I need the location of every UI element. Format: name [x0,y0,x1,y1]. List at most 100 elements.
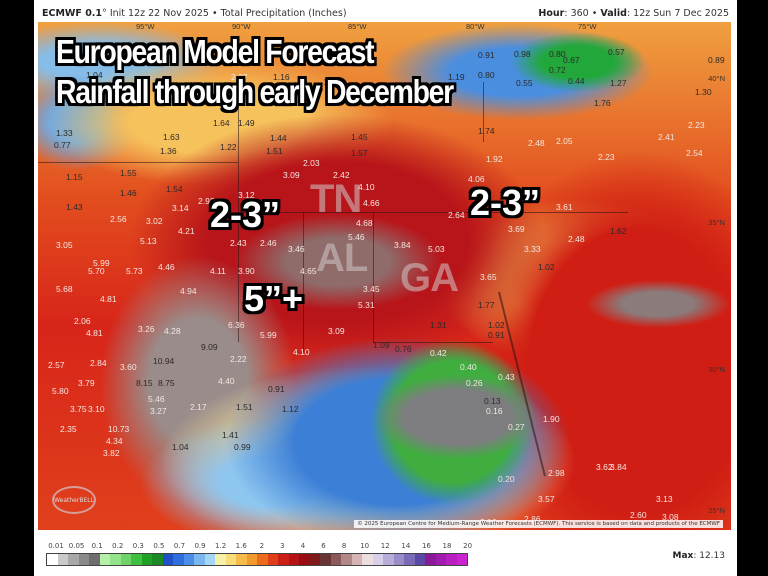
precip-value: 1.15 [66,172,83,182]
precip-value: 0.57 [608,47,625,57]
legend-swatch [267,554,278,565]
coastline [498,291,546,477]
precip-value: 1.63 [163,132,180,142]
state-border [303,212,304,352]
precip-value: 2.92 [198,196,215,206]
precip-value: 3.45 [363,284,380,294]
legend-tick: 0.01 [48,542,64,550]
title-line-1: European Model Forecast [56,33,375,70]
precip-value: 1.45 [351,132,368,142]
legend-swatch [414,554,425,565]
precip-value: 3.57 [538,494,555,504]
precip-value: 4.11 [210,266,226,276]
precip-value: 1.30 [695,87,712,97]
callout-gulf-coast: 5”+ [244,278,304,319]
title-line-2: Rainfall through early December [56,73,454,110]
precip-value: 3.27 [150,406,167,416]
legend-tick: 8 [341,542,347,550]
precip-value: 2.23 [598,152,615,162]
legend-swatch [204,554,215,565]
precip-value: 2.48 [528,138,545,148]
legend-swatch [120,554,131,565]
precip-value: 2.98 [548,468,565,478]
separator: • [212,8,218,19]
state-label-ga: GA [400,256,459,300]
valid-label: Valid [600,8,627,19]
precip-value: 1.31 [430,320,447,330]
precip-value: 1.77 [478,300,495,310]
precip-value: 0.80 [549,49,566,59]
precip-value: 3.05 [56,240,73,250]
precip-value: 3.12 [238,190,255,200]
precip-value: 5.70 [88,266,105,276]
precip-value: 2.03 [303,158,320,168]
precip-value: 4.40 [218,376,235,386]
precip-value: 1.27 [610,78,627,88]
precip-value: 10.73 [108,424,130,434]
precip-value: 4.34 [106,436,123,446]
callout-east: 2-3” [470,182,541,223]
precip-value: 0.27 [508,422,525,432]
precip-value: 1.36 [160,146,177,156]
precip-value: 1.43 [66,202,83,212]
precip-value: 3.60 [120,362,137,372]
precip-value: 8.15 [136,378,153,388]
precip-value: 5.46 [148,394,165,404]
precip-value: 1.04 [86,70,103,80]
precip-value: 0.80 [478,70,495,80]
precip-value: 5.99 [93,258,110,268]
precip-value: 0.43 [498,372,515,382]
legend-swatch [236,554,247,565]
state-border [483,82,484,142]
legend-swatch [225,554,236,565]
legend-tick: 0.05 [68,542,85,550]
lon-label: 80°W [466,22,485,31]
precip-value: 5.03 [428,244,445,254]
legend-swatch [257,554,268,565]
state-border [238,212,628,213]
precip-value: 0.91 [268,384,285,394]
precip-value: 3.84 [394,240,411,250]
legend-tick: 0.2 [112,542,124,550]
precip-value: 1.16 [273,72,290,82]
precip-value: 5.13 [140,236,157,246]
legend-swatch [404,554,415,565]
legend-tick: 16 [421,542,431,550]
precip-value: 3.14 [172,203,189,213]
weatherbell-logo: WeatherBELL [52,486,96,514]
init-time: Init 12z 22 Nov 2025 [109,8,209,19]
precip-value: 0.13 [484,396,501,406]
precip-value: 2.17 [190,402,207,412]
legend-swatch [194,554,205,565]
legend-tick: 6 [321,542,326,550]
legend-swatch [393,554,404,565]
lat-label: 35°N [708,218,725,227]
precip-value: 1.33 [56,128,73,138]
precip-value: 2.84 [90,358,107,368]
precip-value: 4.94 [180,286,197,296]
legend-swatch [362,554,373,565]
precip-value: 0.72 [549,65,566,75]
legend-swatch [299,554,310,565]
precip-value: 0.42 [430,348,447,358]
legend-swatch [456,554,467,565]
valid-value: : 12z Sun 7 Dec 2025 [626,8,729,19]
legend-swatch [446,554,457,565]
precip-value: 0.98 [514,49,531,59]
precip-value: 1.92 [486,154,503,164]
precip-value: 1.28 [323,77,340,87]
precip-value: 1.09 [373,340,390,350]
state-label-tn: TN [310,177,362,221]
lat-label: 40°N [708,74,725,83]
precip-value: 3.69 [508,224,525,234]
legend-swatch [246,554,257,565]
legend-swatch [110,554,121,565]
legend-swatch [131,554,142,565]
precip-value: 0.16 [486,406,503,416]
precip-value: 5.68 [56,284,73,294]
precip-value: 1.44 [270,133,287,143]
legend-colorbar [46,553,468,566]
precip-value: 3.61 [556,202,573,212]
lon-label: 75°W [578,22,597,31]
precip-value: 1.64 [213,118,230,128]
